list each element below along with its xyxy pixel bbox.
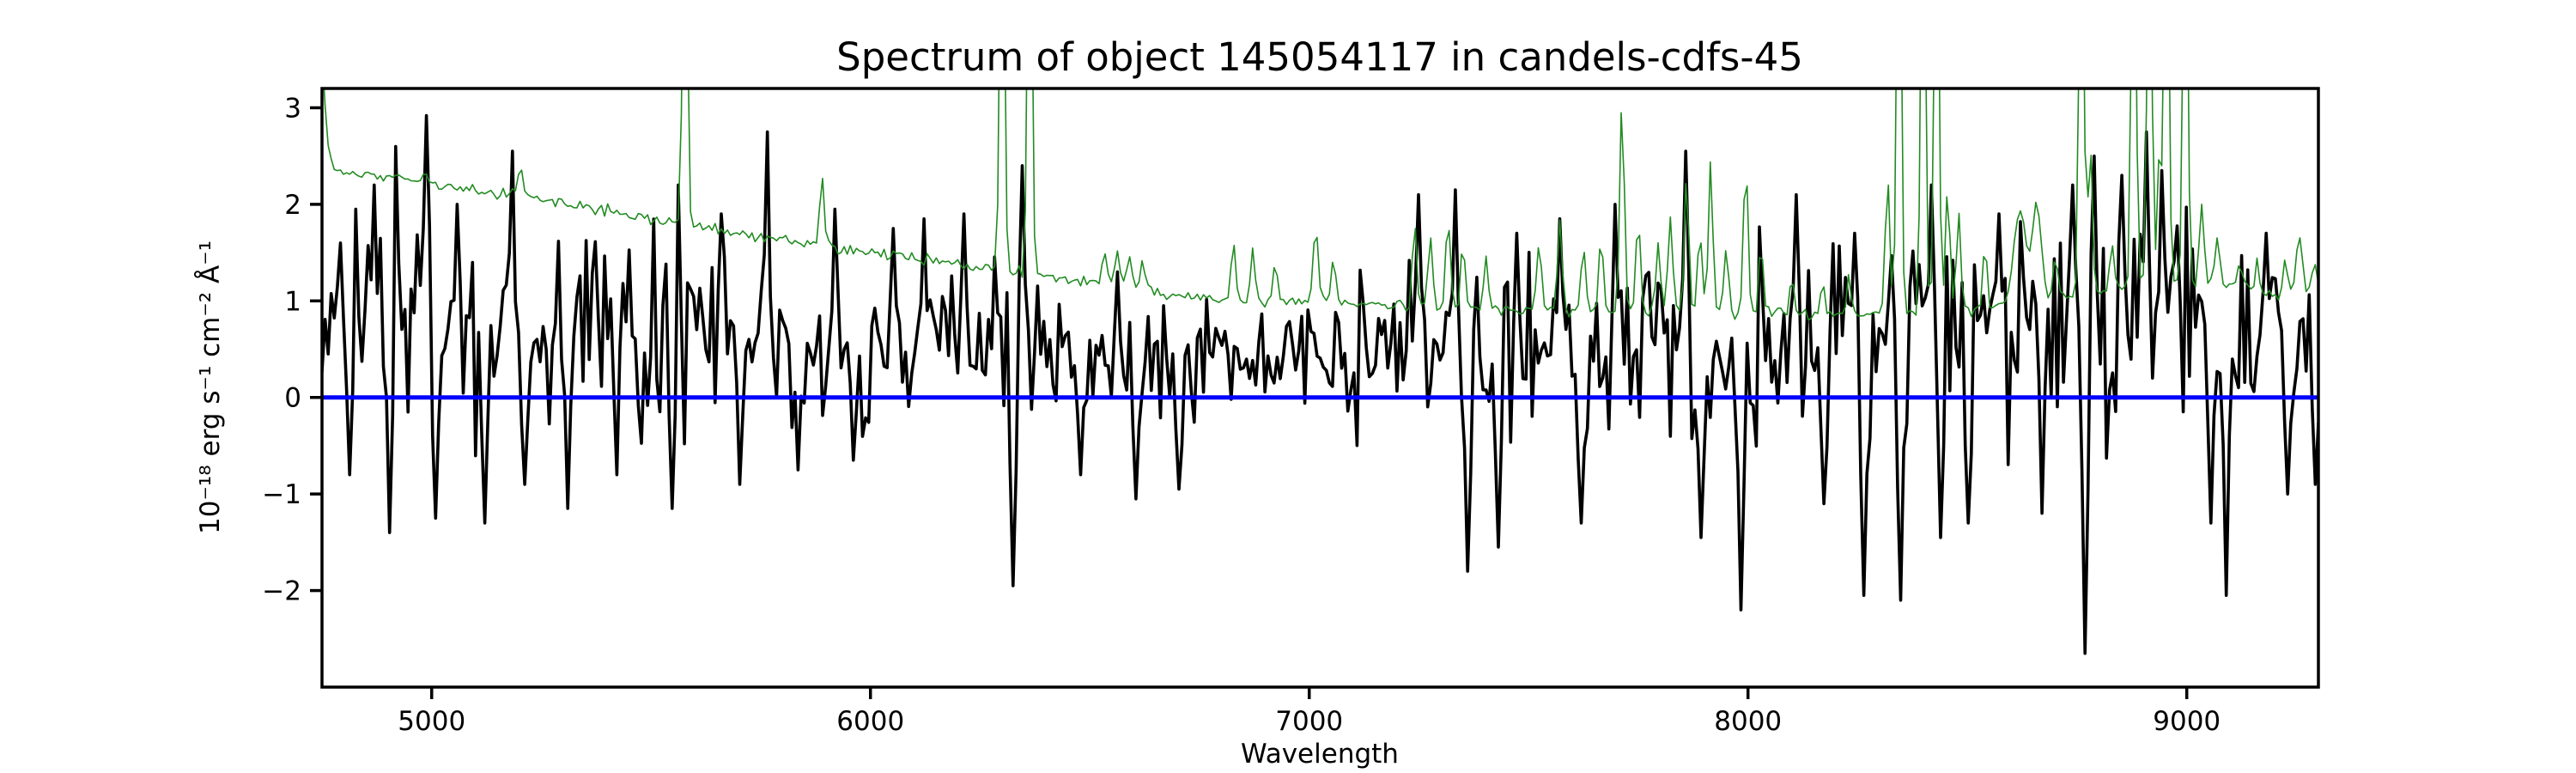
x-tick-label: 7000 [1275, 706, 1343, 737]
x-tick-label: 8000 [1714, 706, 1782, 737]
plot-area [322, 88, 2318, 655]
chart-title: Spectrum of object 145054117 in candels-… [836, 34, 1803, 80]
y-tick-label: −2 [262, 576, 301, 607]
y-tick-label: 2 [284, 190, 301, 221]
y-tick-label: 1 [284, 286, 301, 317]
plot-border [320, 87, 2320, 689]
y-tick-label: 3 [284, 93, 301, 124]
y-tick-label: 0 [284, 383, 301, 414]
x-tick-label: 6000 [836, 706, 904, 737]
y-tick-label: −1 [262, 479, 301, 510]
flux-series-path [322, 113, 2318, 655]
x-tick-label: 5000 [398, 706, 465, 737]
y-axis-label: 10⁻¹⁸ erg s⁻¹ cm⁻² Å⁻¹ [195, 240, 226, 534]
y-axis: 3 2 1 0 −1 −2 [262, 93, 322, 607]
x-axis-label: Wavelength [1241, 739, 1399, 770]
noise-series-path [323, 88, 2318, 321]
x-tick-label: 9000 [2153, 706, 2221, 737]
x-axis: 5000 6000 7000 8000 9000 [398, 687, 2221, 737]
